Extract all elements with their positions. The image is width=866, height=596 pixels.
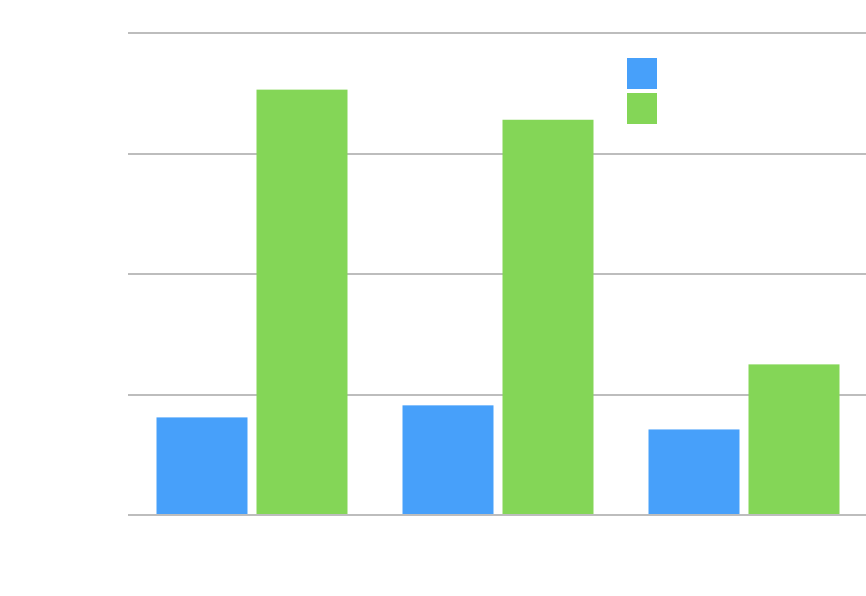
bar-series-2-category-1 xyxy=(256,89,348,515)
bar-series-1-category-3 xyxy=(648,429,740,515)
bar-series-1-category-1 xyxy=(156,417,248,515)
bar-series-1-category-2 xyxy=(402,405,494,515)
bar-series-2-category-2 xyxy=(502,119,594,515)
legend-swatch-series-2 xyxy=(627,93,657,124)
legend xyxy=(627,58,657,124)
bar-series-2-category-3 xyxy=(748,364,840,515)
legend-swatch-series-1 xyxy=(627,58,657,89)
gridlines xyxy=(128,32,866,396)
bars xyxy=(156,89,840,515)
